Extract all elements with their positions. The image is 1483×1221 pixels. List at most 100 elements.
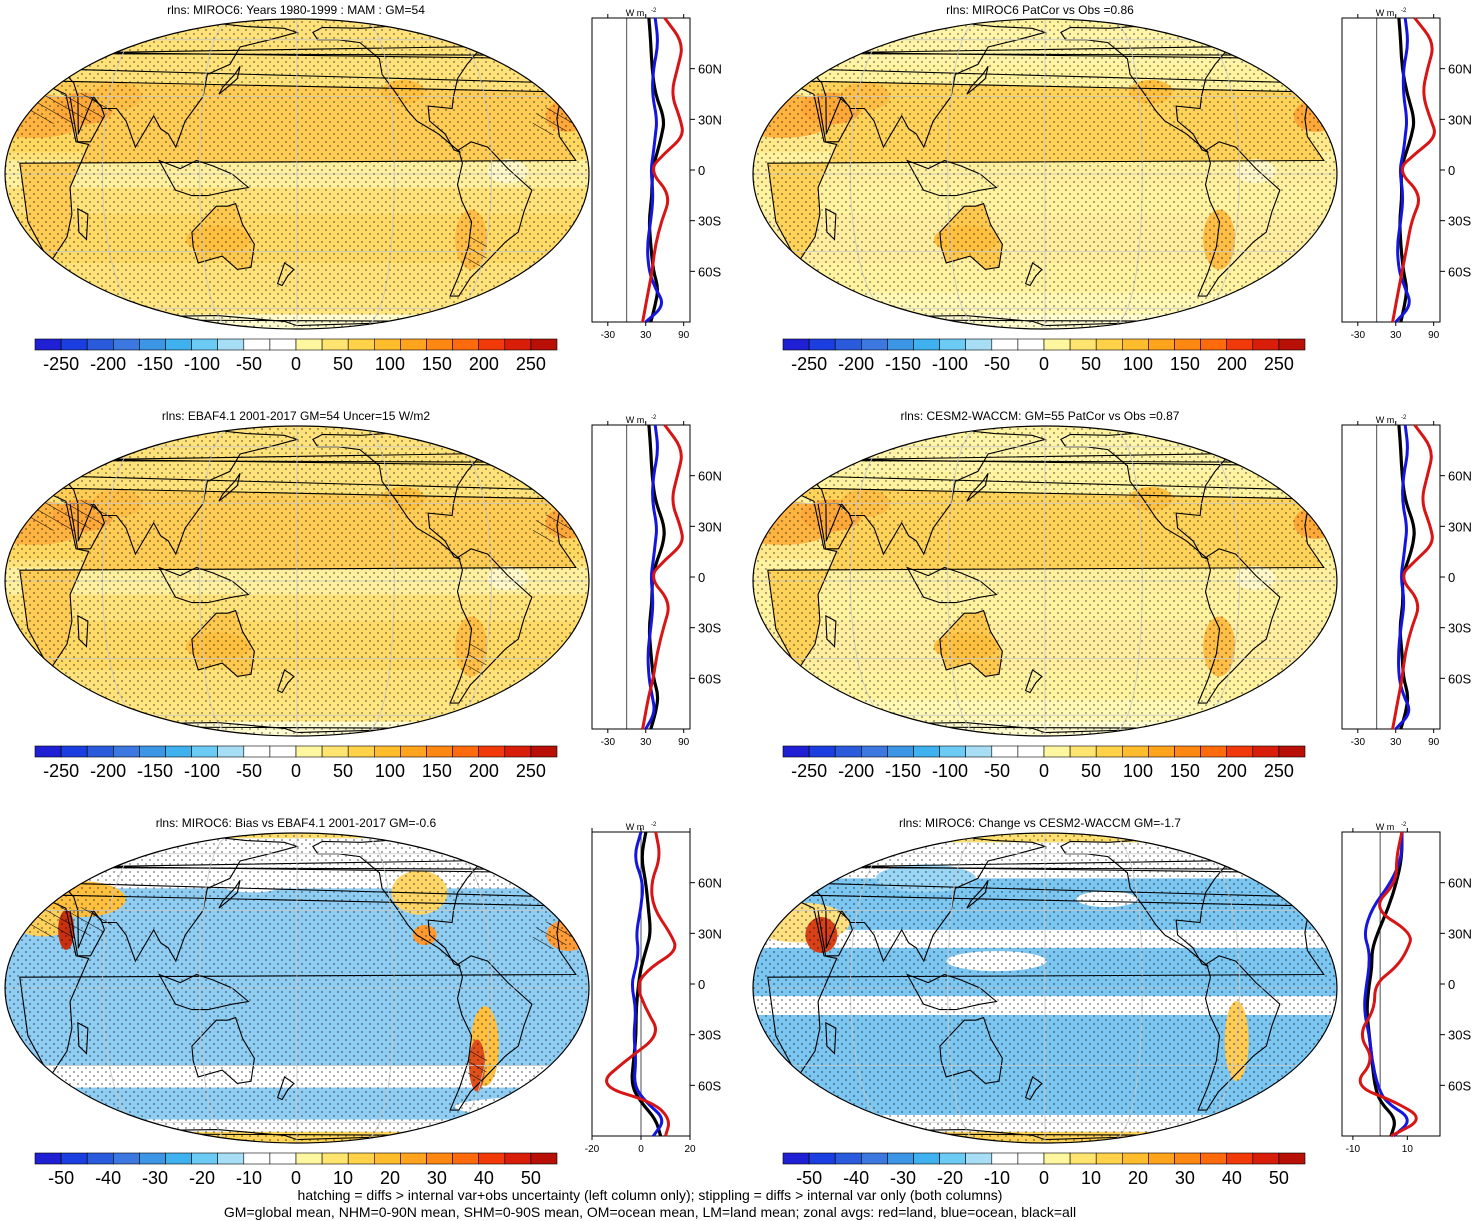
latitude-tick-label: 30S: [698, 1028, 721, 1043]
zonal-line-ocean: [644, 17, 664, 324]
latitude-tick-label: 30N: [1448, 926, 1472, 941]
zonal-line-ocean: [644, 424, 659, 730]
zonal-x-tick-label: 30: [640, 737, 652, 748]
zonal-line-ocean: [1394, 17, 1411, 324]
zonal-x-tick-label: -30: [601, 737, 616, 748]
colorbar-tick-label: -100: [184, 354, 220, 374]
zonal-x-tick-label: 10: [1402, 1144, 1414, 1155]
zonal-unit-exponent: -2: [651, 822, 657, 828]
zonal-unit-label: W m: [1376, 415, 1395, 425]
zonal-mean-plot: W m -2 60N 30N 0 30S 60S -30 30 90: [591, 8, 722, 341]
latitude-tick-label: 30S: [1448, 621, 1471, 636]
zonal-unit-exponent: -2: [1401, 415, 1407, 421]
latitude-tick-label: 60S: [698, 671, 721, 686]
zonal-unit-exponent: -2: [1401, 8, 1407, 14]
zonal-mean-plot: W m -2 60N 30N 0 30S 60S -30 30 90: [591, 415, 722, 748]
colorbar-tick-label: 30: [1175, 1168, 1195, 1188]
colorbar-tick-label: -100: [184, 761, 220, 781]
colorbar-tick-label: -10: [236, 1168, 262, 1188]
colorbar-tick-label: 0: [291, 354, 301, 374]
latitude-tick-label: 60N: [1448, 469, 1472, 484]
latitude-tick-label: 60N: [698, 62, 722, 77]
colorbar-tick-label: 0: [291, 1168, 301, 1188]
zonal-unit-exponent: -2: [651, 8, 657, 14]
world-map: [752, 425, 1338, 737]
latitude-tick-label: 60S: [1448, 1078, 1471, 1093]
zonal-line-ocean: [1363, 832, 1409, 1138]
colorbar-tick-label: 100: [375, 761, 405, 781]
zonal-line-ocean: [630, 831, 664, 1137]
zonal-x-tick-label: 30: [640, 330, 652, 341]
colorbar-tick-label: -50: [236, 761, 262, 781]
colorbar-tick-label: -50: [236, 354, 262, 374]
colorbar-tick-label: -150: [885, 354, 921, 374]
latitude-tick-label: 30N: [698, 519, 722, 534]
footer-note-legend: GM=global mean, NHM=0-90N mean, SHM=0-90…: [223, 1204, 1077, 1220]
colorbar-tick-label: -20: [937, 1168, 963, 1188]
zonal-mean-plot: W m -2 60N 30N 0 30S 60S -10 10: [1341, 822, 1472, 1155]
zonal-x-tick-label: -20: [585, 1144, 600, 1155]
colorbar-tick-label: 100: [1123, 761, 1153, 781]
map-title: rlns: EBAF4.1 2001-2017 GM=54 Uncer=15 W…: [161, 409, 431, 423]
zonal-x-tick-label: -30: [1351, 330, 1366, 341]
zonal-x-tick-label: -30: [601, 330, 616, 341]
colorbar-tick-label: 40: [474, 1168, 494, 1188]
colorbar-tick-label: -250: [791, 354, 827, 374]
colorbar-tick-label: 50: [333, 354, 353, 374]
zonal-line-land: [641, 424, 684, 730]
zonal-line-all: [1365, 832, 1404, 1137]
colorbar-tick-label: 10: [1081, 1168, 1101, 1188]
zonal-x-tick-label: 90: [1428, 737, 1440, 748]
colorbar-tick-label: -50: [984, 354, 1010, 374]
colorbar: -250 -200 -150 -100 -50 0 50 100 150 200 250: [782, 338, 1306, 374]
latitude-tick-label: 60N: [698, 876, 722, 891]
zonal-x-tick-label: 90: [1428, 330, 1440, 341]
latitude-tick-label: 0: [698, 163, 705, 178]
colorbar-tick-label: -250: [43, 354, 79, 374]
colorbar-tick-label: 40: [1222, 1168, 1242, 1188]
zonal-mean-plot: W m -2 60N 30N 0 30S 60S -20 0 20: [585, 822, 722, 1155]
colorbar-tick-label: 150: [422, 761, 452, 781]
latitude-tick-label: 0: [1448, 977, 1455, 992]
zonal-line-land: [1391, 17, 1436, 323]
zonal-unit-label: W m: [1376, 822, 1395, 832]
latitude-tick-label: 30S: [1448, 1028, 1471, 1043]
latitude-tick-label: 30N: [1448, 112, 1472, 127]
colorbar-tick-label: 0: [1039, 1168, 1049, 1188]
zonal-x-tick-label: -10: [1346, 1144, 1361, 1155]
world-map: [752, 18, 1338, 330]
colorbar-tick-label: 250: [1264, 761, 1294, 781]
colorbar-tick-label: -30: [142, 1168, 168, 1188]
colorbar-tick-label: -200: [90, 354, 126, 374]
colorbar-tick-label: 20: [380, 1168, 400, 1188]
colorbar-tick-label: -100: [932, 761, 968, 781]
latitude-tick-label: 60N: [1448, 62, 1472, 77]
zonal-x-tick-label: 90: [678, 330, 690, 341]
colorbar-tick-label: -150: [137, 761, 173, 781]
colorbar-tick-label: 250: [516, 761, 546, 781]
colorbar: -50 -40 -30 -20 -10 0 10 20 30 40 50: [34, 1152, 558, 1188]
colorbar-tick-label: 0: [1039, 354, 1049, 374]
zonal-line-land: [605, 831, 677, 1137]
map-title: rlns: CESM2-WACCM: GM=55 PatCor vs Obs =…: [900, 409, 1180, 423]
colorbar-tick-label: 100: [1123, 354, 1153, 374]
map-title: rlns: MIROC6 PatCor vs Obs =0.86: [946, 3, 1134, 17]
colorbar-tick-label: 250: [1264, 354, 1294, 374]
latitude-tick-label: 0: [1448, 163, 1455, 178]
colorbar-tick-label: 200: [469, 354, 499, 374]
latitude-tick-label: 60N: [1448, 876, 1472, 891]
latitude-tick-label: 0: [698, 570, 705, 585]
colorbar-tick-label: 10: [333, 1168, 353, 1188]
latitude-tick-label: 60S: [1448, 671, 1471, 686]
zonal-mean-plot: W m -2 60N 30N 0 30S 60S -30 30 90: [1341, 8, 1472, 341]
colorbar-tick-label: 200: [1217, 761, 1247, 781]
colorbar-tick-label: -50: [48, 1168, 74, 1188]
colorbar-tick-label: 100: [375, 354, 405, 374]
zonal-line-all: [630, 831, 663, 1137]
zonal-unit-exponent: -2: [651, 415, 657, 421]
latitude-tick-label: 30N: [1448, 519, 1472, 534]
colorbar-tick-label: 50: [1081, 354, 1101, 374]
colorbar-tick-label: 150: [1170, 354, 1200, 374]
latitude-tick-label: 30N: [698, 112, 722, 127]
latitude-tick-label: 30S: [1448, 214, 1471, 229]
